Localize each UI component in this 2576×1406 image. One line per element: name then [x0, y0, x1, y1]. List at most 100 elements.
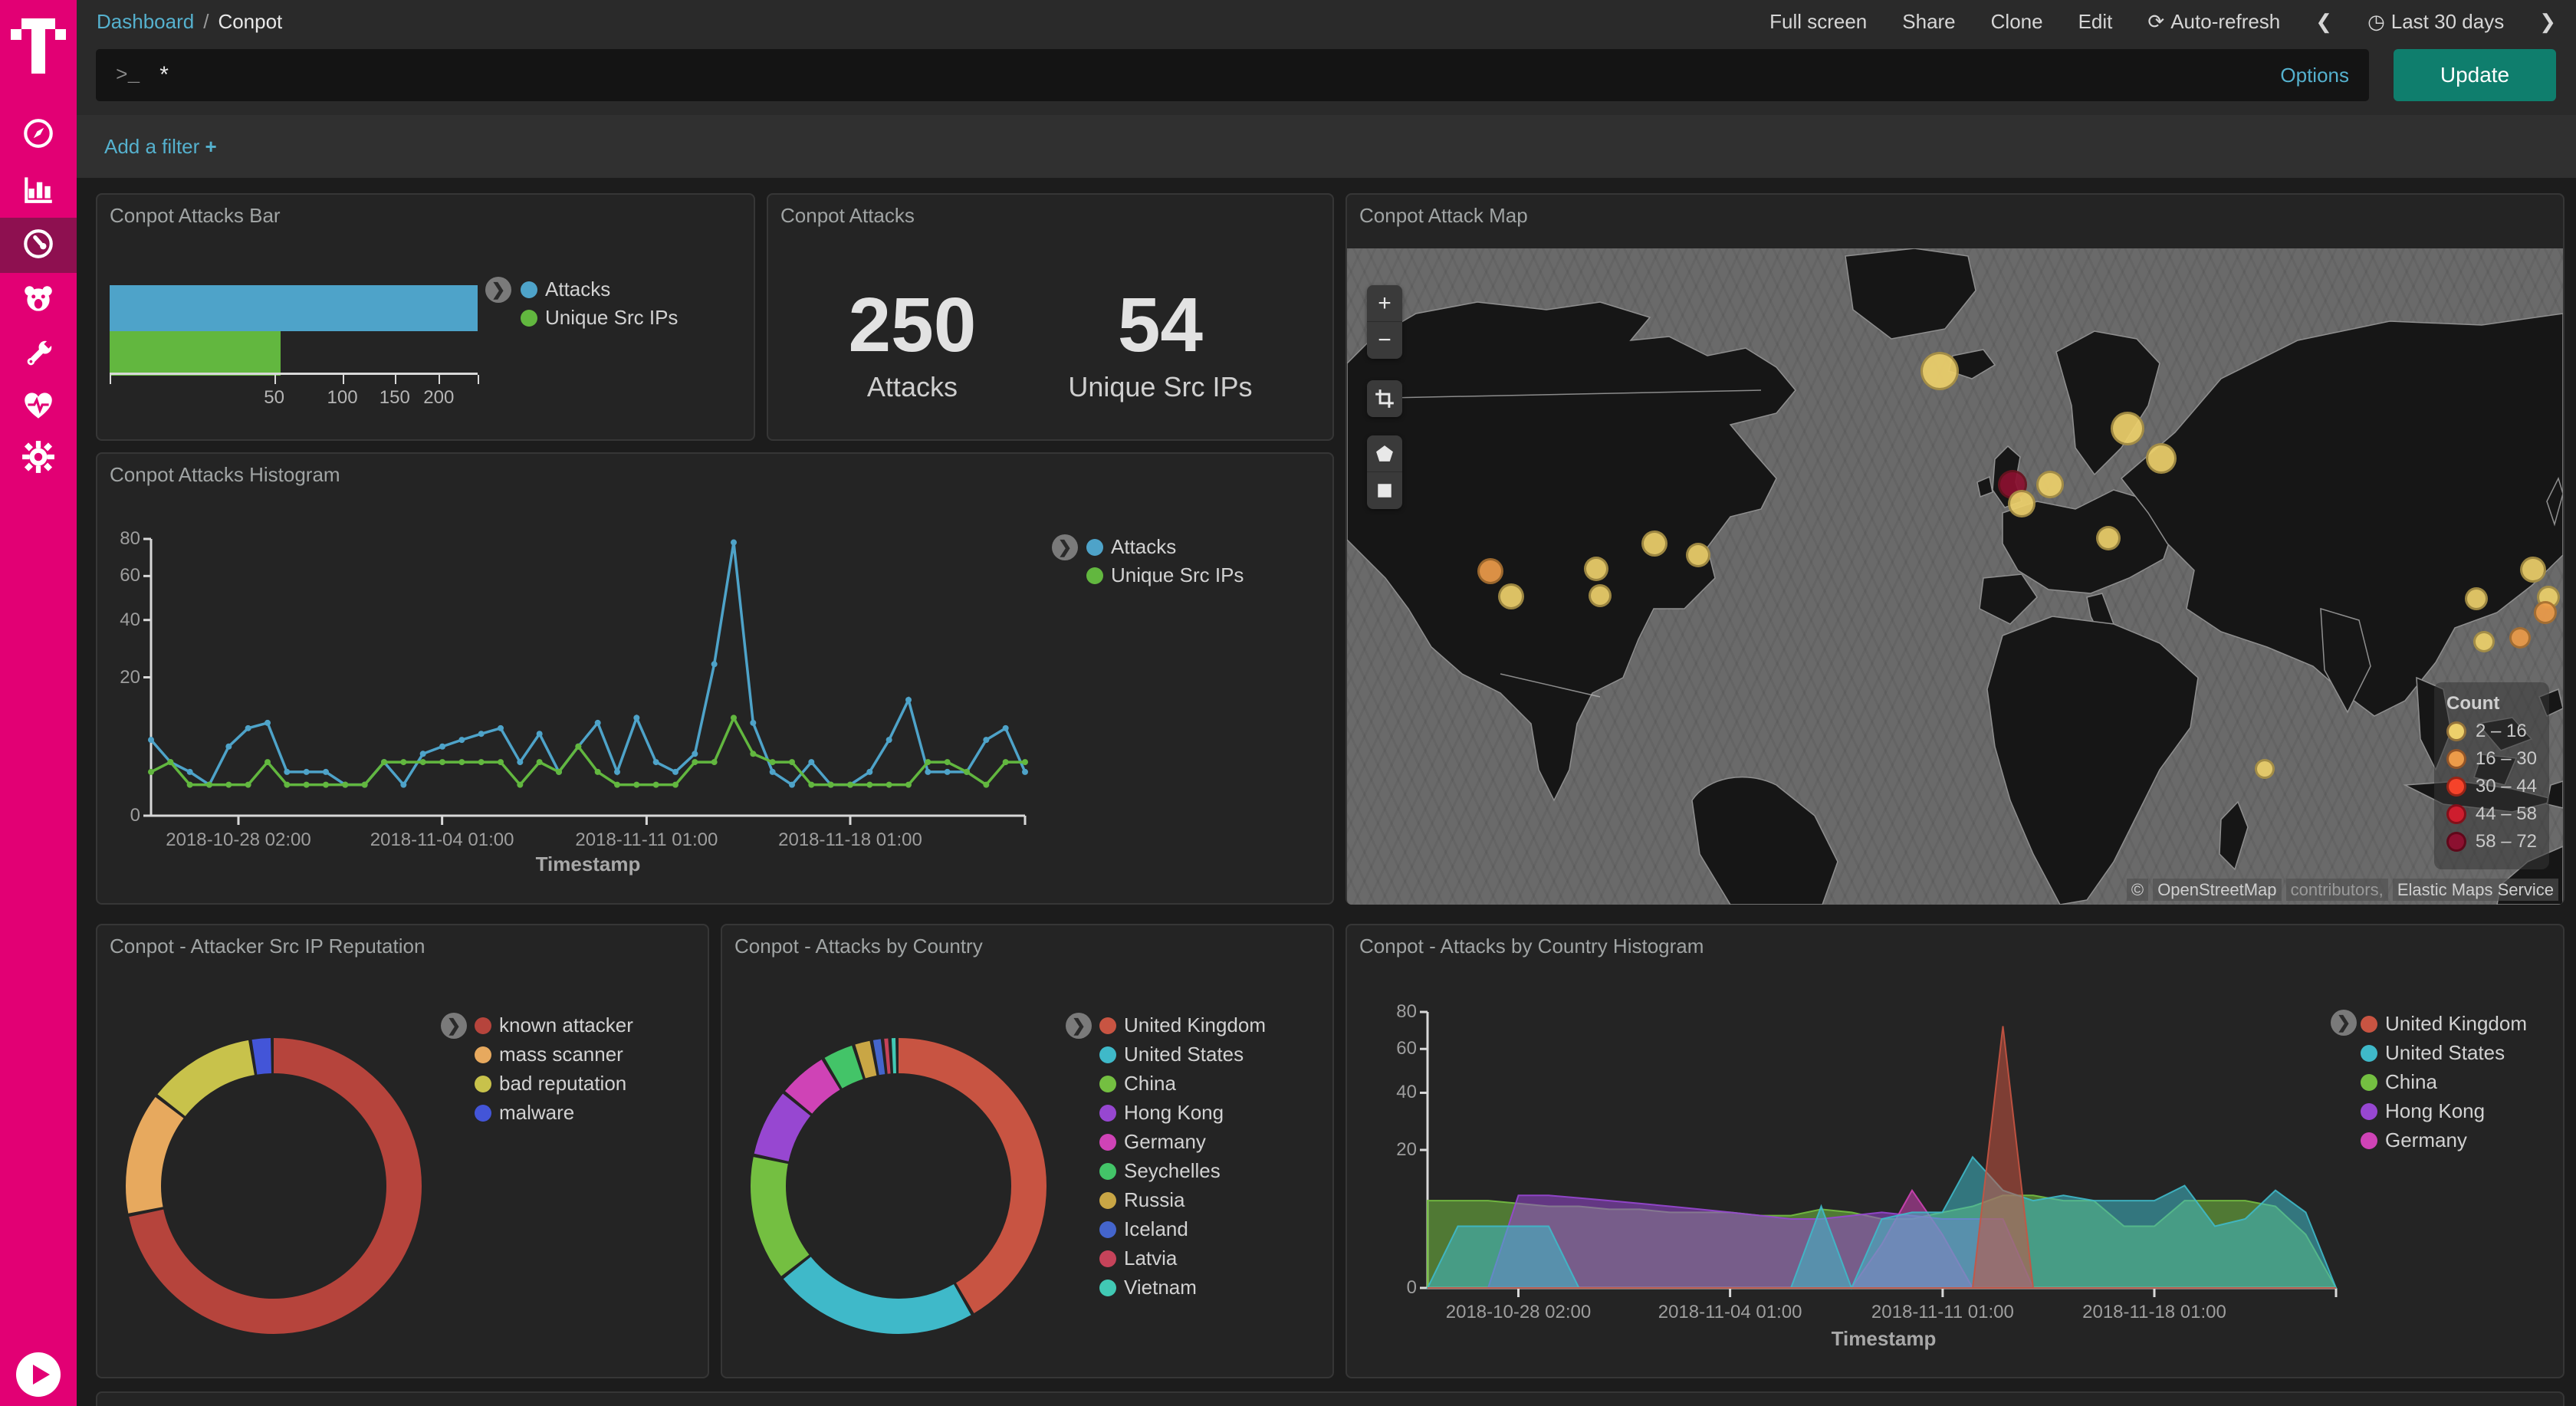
bar-chart — [110, 285, 478, 396]
legend-item-malware[interactable]: malware — [475, 1101, 574, 1125]
attack-bubble-us-great-lakes — [1641, 531, 1668, 557]
attack-bubble-china-shanghai — [2534, 601, 2557, 624]
legend-item-Seychelles[interactable]: Seychelles — [1099, 1159, 1221, 1183]
panel-title: Conpot Attacks Histogram — [110, 463, 340, 486]
panel-title: Conpot - Attacker Src IP Reputation — [110, 935, 426, 958]
map-draw-controls — [1367, 435, 1402, 509]
legend-item-United States[interactable]: United States — [1099, 1043, 1244, 1066]
attack-bubble-iceland — [1921, 352, 1959, 390]
legend-item-bad reputation[interactable]: bad reputation — [475, 1072, 626, 1096]
legend-dot — [1099, 1220, 1116, 1238]
legend-item-Hong Kong[interactable]: Hong Kong — [2361, 1099, 2485, 1123]
legend-toggle-chevron-icon[interactable]: ❯ — [1052, 534, 1078, 560]
legend-item-United Kingdom[interactable]: United Kingdom — [2361, 1012, 2527, 1036]
legend-item-Russia[interactable]: Russia — [1099, 1188, 1184, 1212]
auto-refresh-button[interactable]: ⟳ Auto-refresh — [2147, 9, 2281, 33]
legend-dot — [1099, 1191, 1116, 1209]
attack-bubble-balkans — [2096, 526, 2121, 550]
legend-item-China[interactable]: China — [1099, 1072, 1176, 1096]
metric-value: 250 — [848, 282, 977, 368]
legend-dot — [1099, 1162, 1116, 1180]
legend-item-known attacker[interactable]: known attacker — [475, 1013, 633, 1037]
query-options-link[interactable]: Options — [2280, 63, 2349, 87]
sidebar-item-management[interactable] — [0, 431, 77, 486]
time-range-picker[interactable]: ◷ Last 30 days — [2367, 9, 2505, 33]
wrench-icon — [21, 337, 56, 376]
legend-item-Hong Kong[interactable]: Hong Kong — [1099, 1101, 1224, 1125]
x-tick-label: 2018-10-28 02:00 — [1445, 1302, 1592, 1322]
share-button[interactable]: Share — [1902, 9, 1956, 33]
search-input[interactable]: >_ * Options — [96, 49, 2369, 101]
sidebar-item-devtools[interactable] — [0, 328, 77, 383]
legend-item-mass scanner[interactable]: mass scanner — [475, 1043, 623, 1066]
legend-dot — [1099, 1279, 1116, 1296]
osm-link[interactable]: OpenStreetMap — [2153, 879, 2282, 901]
legend-item-unique-src-ips[interactable]: Unique Src IPs — [1086, 563, 1244, 587]
line-chart — [143, 537, 1028, 825]
zoom-out-button[interactable]: − — [1378, 327, 1392, 353]
sidebar-item-visualize[interactable] — [0, 163, 77, 218]
draw-rectangle-icon[interactable] — [1367, 472, 1402, 509]
sidebar-item-discover[interactable] — [0, 107, 77, 163]
attack-bubble-china-north — [2520, 557, 2546, 583]
panel-country-histogram: Conpot - Attacks by Country Histogram Ti… — [1346, 924, 2564, 1378]
time-back-button[interactable]: ❮ — [2315, 9, 2333, 33]
full-screen-button[interactable]: Full screen — [1769, 9, 1868, 33]
ems-link[interactable]: Elastic Maps Service — [2392, 879, 2558, 901]
bar-Attacks — [110, 285, 478, 331]
zoom-in-button[interactable]: + — [1367, 285, 1402, 322]
legend-bucket: 44 – 58 — [2446, 803, 2537, 825]
clone-button[interactable]: Clone — [1990, 9, 2043, 33]
donut-slice-China[interactable] — [751, 1038, 1046, 1334]
legend-dot — [1099, 1104, 1116, 1122]
legend-toggle-chevron-icon[interactable]: ❯ — [1066, 1013, 1092, 1039]
donut-slice-United States[interactable] — [751, 1038, 1046, 1334]
legend-item-United Kingdom[interactable]: United Kingdom — [1099, 1013, 1266, 1037]
panel-attacks-by-country: Conpot - Attacks by Country ❯ United Kin… — [721, 924, 1334, 1378]
telekom-t-logo — [11, 9, 66, 74]
world-map[interactable]: + − Count 2 – 16 16 – 30 30 – — [1347, 248, 2563, 905]
legend-toggle-chevron-icon[interactable]: ❯ — [485, 277, 511, 303]
x-tick-label: 2018-11-11 01:00 — [575, 829, 718, 850]
donut-slice-known attacker[interactable] — [126, 1038, 422, 1334]
legend-toggle-chevron-icon[interactable]: ❯ — [441, 1013, 467, 1039]
legend-item-China[interactable]: China — [2361, 1070, 2437, 1094]
breadcrumb-dashboard-link[interactable]: Dashboard — [97, 9, 195, 33]
map-count-legend: Count 2 – 16 16 – 30 30 – 44 44 – 58 58 … — [2434, 682, 2549, 869]
edit-button[interactable]: Edit — [2078, 9, 2113, 33]
compass-icon — [21, 116, 56, 155]
donut-slice-United Kingdom[interactable] — [751, 1038, 1046, 1334]
sidebar-item-dashboard[interactable] — [0, 218, 77, 273]
donut-slice-mass scanner[interactable] — [126, 1038, 422, 1334]
panel-attacks-bar: Conpot Attacks Bar 50 100 150 200 ❯ Attacks… — [96, 193, 755, 441]
add-filter-link[interactable]: Add a filter + — [104, 134, 217, 158]
next-panel-edge — [96, 1391, 2564, 1406]
legend-item-Iceland[interactable]: Iceland — [1099, 1217, 1188, 1241]
filter-bar: Add a filter + — [77, 115, 2576, 178]
legend-dot — [1099, 1075, 1116, 1092]
legend-item-Germany[interactable]: Germany — [1099, 1130, 1206, 1154]
panel-attacks-histogram: Conpot Attacks Histogram Timestamp ❯ Att… — [96, 452, 1334, 905]
y-tick-label: 60 — [120, 565, 140, 586]
legend-title: Count — [2446, 693, 2500, 714]
legend-item-unique-src-ips[interactable]: Unique Src IPs — [521, 306, 678, 330]
legend-item-Germany[interactable]: Germany — [2361, 1128, 2467, 1152]
sidebar-item-honeypot[interactable] — [0, 273, 77, 328]
legend-toggle-chevron-icon[interactable]: ❯ — [2331, 1010, 2357, 1036]
metric-label: Unique Src IPs — [1068, 371, 1253, 402]
legend-item-attacks[interactable]: Attacks — [1086, 535, 1176, 559]
update-button[interactable]: Update — [2394, 49, 2556, 101]
time-forward-button[interactable]: ❯ — [2539, 9, 2556, 33]
attack-bubble-us-california — [1477, 558, 1503, 584]
legend-item-attacks[interactable]: Attacks — [521, 278, 610, 301]
legend-item-Latvia[interactable]: Latvia — [1099, 1247, 1177, 1270]
crop-fit-icon[interactable] — [1367, 380, 1402, 417]
play-button[interactable] — [16, 1352, 61, 1397]
y-tick-label: 0 — [1406, 1277, 1417, 1298]
bear-icon — [21, 281, 56, 320]
legend-item-United States[interactable]: United States — [2361, 1041, 2505, 1065]
legend-item-Vietnam[interactable]: Vietnam — [1099, 1276, 1197, 1299]
sidebar-item-monitoring[interactable] — [0, 379, 77, 435]
panel-attacks-metric: Conpot Attacks 250 Attacks 54 Unique Src… — [767, 193, 1334, 441]
draw-polygon-icon[interactable] — [1367, 435, 1402, 472]
